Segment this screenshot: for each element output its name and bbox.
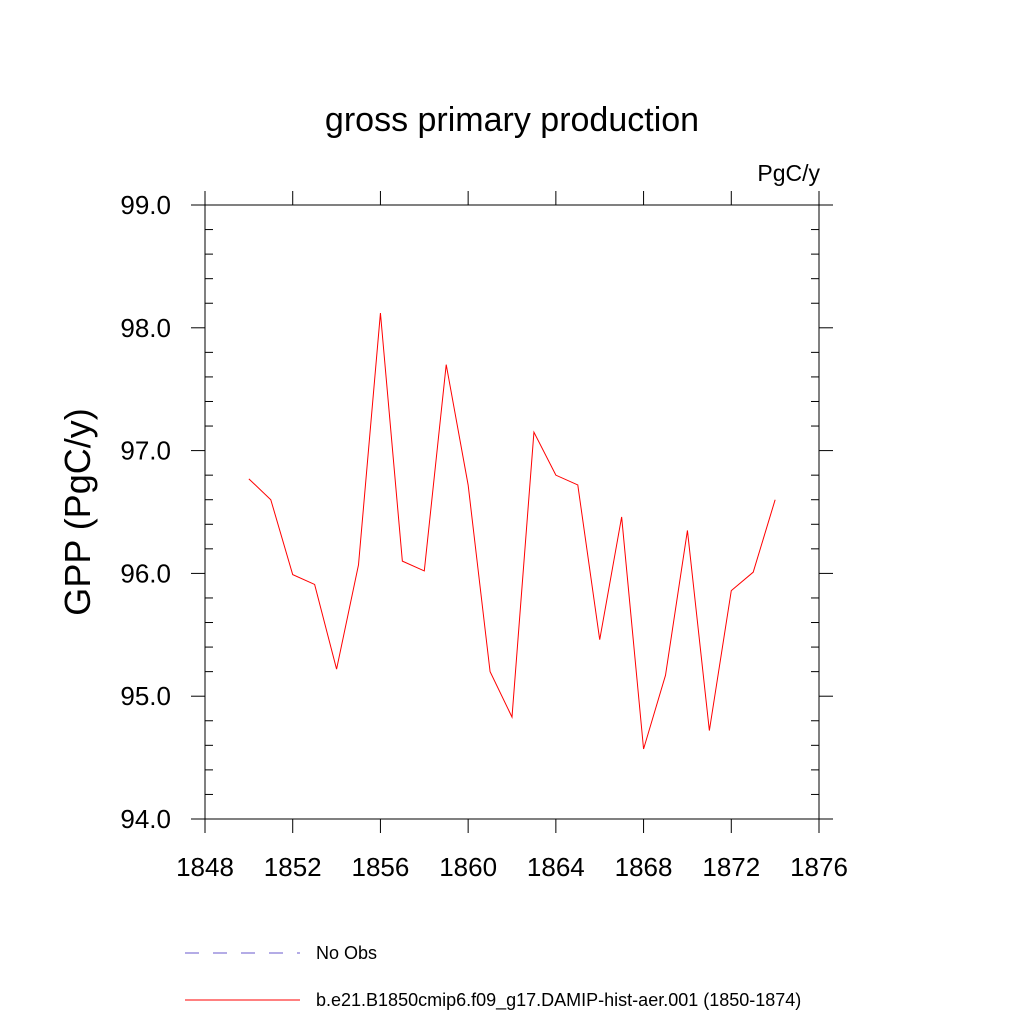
chart-title: gross primary production [325,101,699,139]
axis-ticks [191,191,833,833]
x-tick-label: 1856 [352,852,410,882]
x-tick-label: 1864 [527,852,585,882]
units-label: PgC/y [757,160,820,186]
x-tick-label: 1860 [439,852,497,882]
x-tick-labels: 1848 1852 1856 1860 1864 1868 1872 1876 [176,852,848,882]
series-line [248,313,776,750]
y-axis-label: GPP (PgC/y) [57,408,98,615]
x-tick-label: 1852 [264,852,322,882]
legend-label-model: b.e21.B1850cmip6.f09_g17.DAMIP-hist-aer.… [316,990,801,1011]
x-tick-label: 1868 [615,852,673,882]
series-group [248,313,776,750]
plot-frame [204,204,820,820]
x-tick-label: 1876 [790,852,848,882]
legend: No Obs b.e21.B1850cmip6.f09_g17.DAMIP-hi… [185,943,801,1011]
y-tick-labels: 94.0 95.0 96.0 97.0 98.0 99.0 [120,190,171,834]
y-tick-label: 97.0 [120,436,171,466]
x-tick-label: 1872 [702,852,760,882]
y-tick-label: 94.0 [120,804,171,834]
y-tick-label: 98.0 [120,313,171,343]
y-tick-label: 96.0 [120,558,171,588]
y-tick-label: 99.0 [120,190,171,220]
x-tick-label: 1848 [176,852,234,882]
y-tick-label: 95.0 [120,681,171,711]
legend-label-no-obs: No Obs [316,943,377,963]
